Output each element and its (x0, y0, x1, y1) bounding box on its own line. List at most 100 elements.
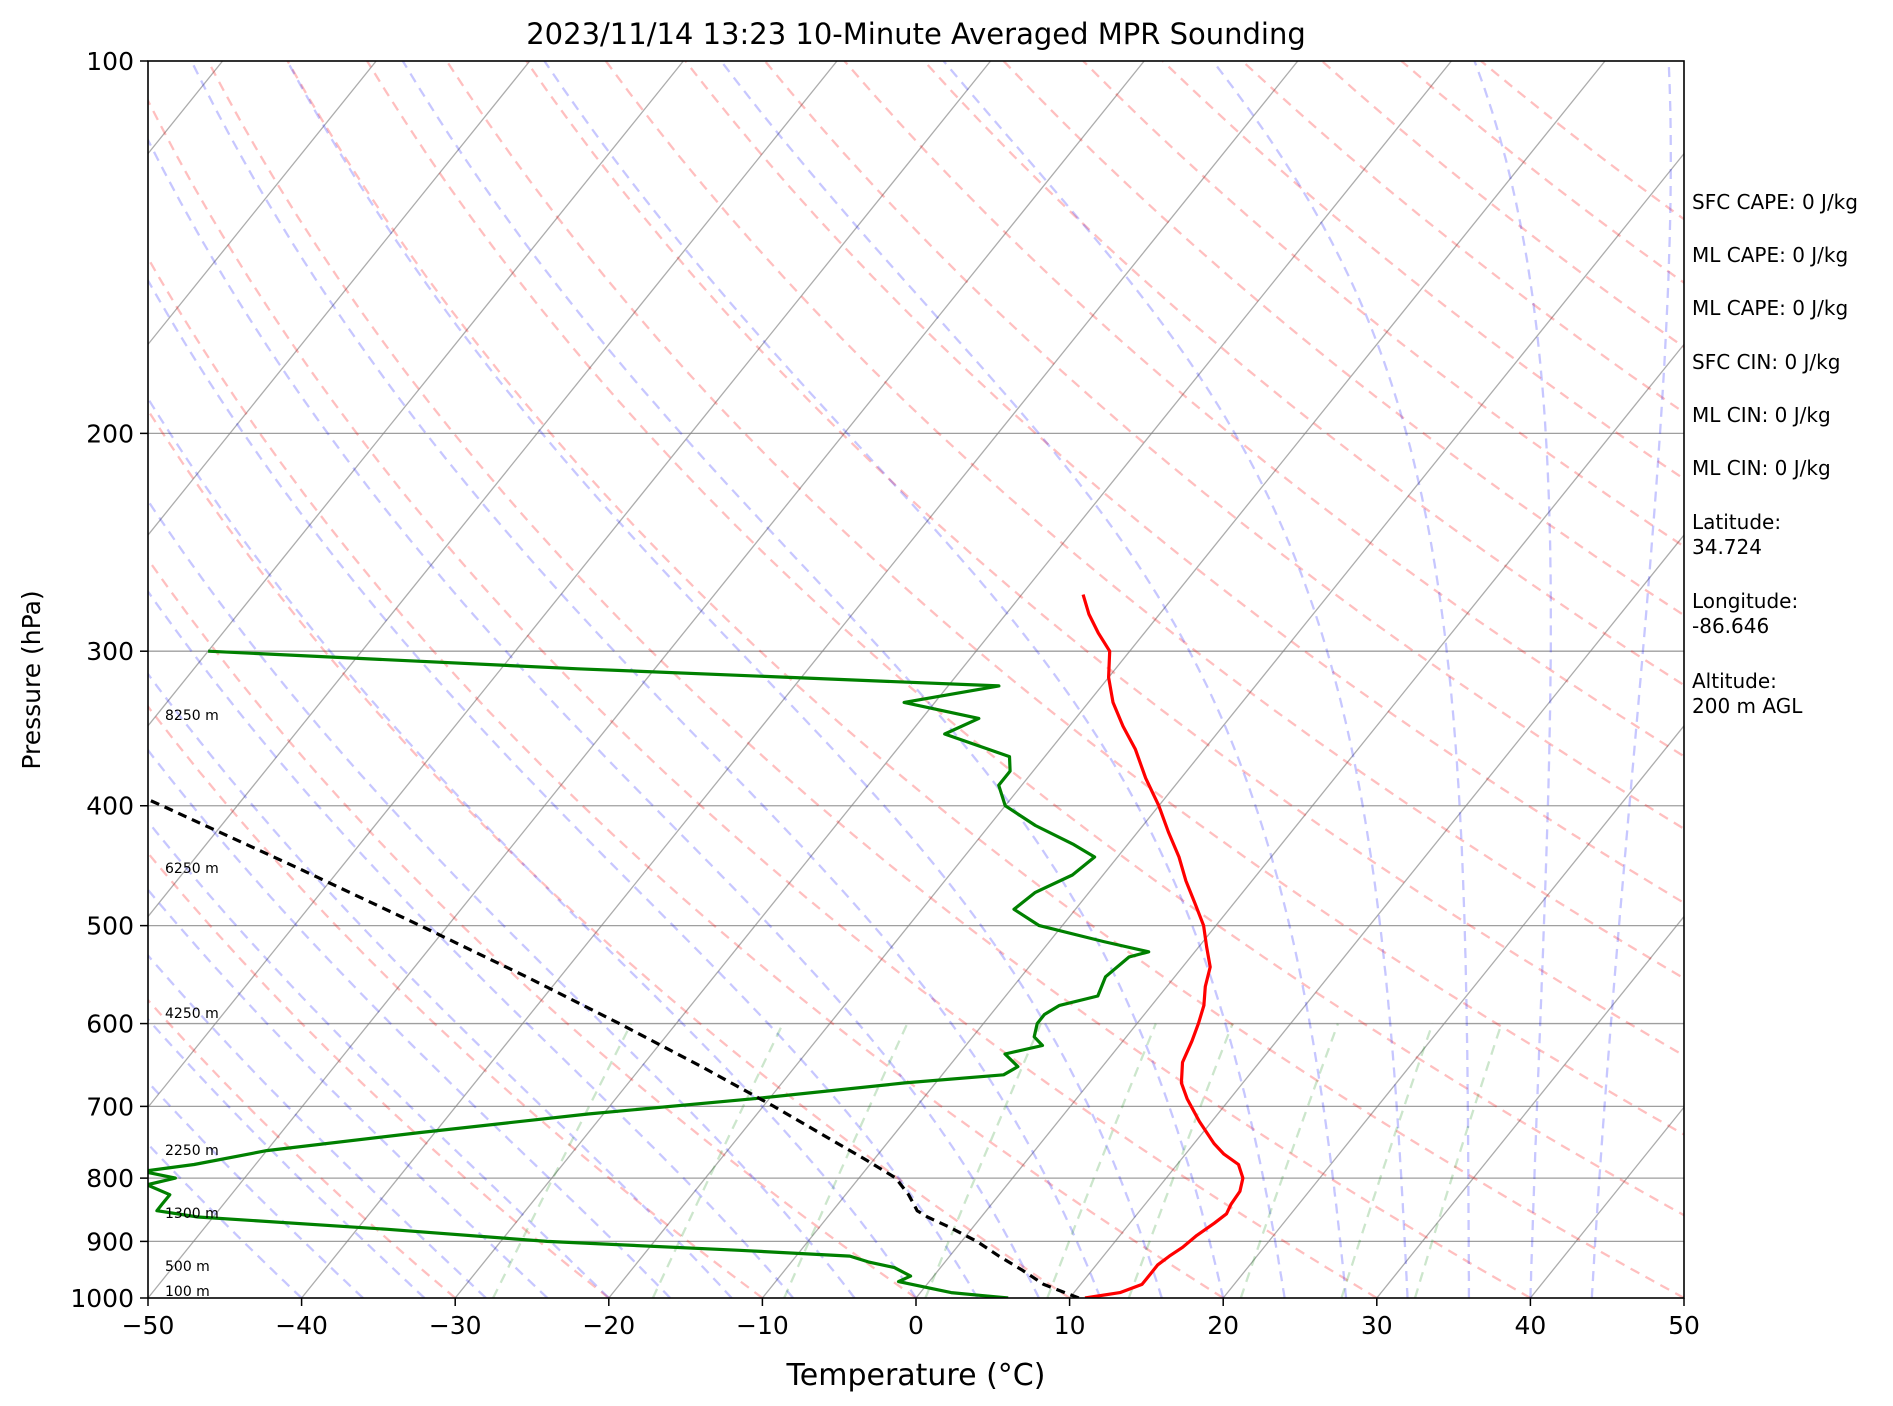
height-label: 2250 m (165, 1143, 219, 1159)
moist-adiabat-line (401, 61, 1225, 1298)
moist-adiabat-line (148, 748, 672, 1298)
height-labels: 8250 m 6250 m 4250 m 2250 m 1300 m 500 m 100 m (165, 708, 219, 1300)
y-tick-label: 100 (86, 47, 134, 76)
moist-adiabat-line (148, 396, 917, 1298)
mixing-ratio-line (1413, 1023, 1503, 1298)
isotherm-line (1069, 534, 1684, 1298)
dry-adiabat-line (206, 61, 1531, 1298)
isotherm-line (915, 343, 1684, 1298)
dewpoint-line (148, 649, 1151, 1298)
background-lines (148, 61, 1684, 1298)
moist-adiabat-line (720, 61, 1348, 1298)
dry-adiabat-line (1082, 61, 1684, 548)
dry-adiabat-line (1241, 61, 1684, 414)
isotherm-line (608, 61, 1606, 1298)
moist-adiabat-line (148, 1080, 364, 1298)
isotherm-line (301, 61, 1299, 1298)
axis-ticks: −50 −40 −30 −20 −10 0 10 20 30 40 50 100 200 300 400 50… (70, 47, 1700, 1340)
moist-adiabat-line (148, 953, 487, 1298)
dry-adiabat-line (148, 557, 917, 1298)
dry-adiabat-line (1321, 61, 1684, 349)
mixing-ratio-line (1127, 1023, 1234, 1298)
dry-adiabat-line (148, 255, 1224, 1298)
height-label: 1300 m (165, 1206, 219, 1222)
dry-adiabat-line (1002, 61, 1684, 617)
height-label: 500 m (165, 1259, 210, 1275)
moist-adiabat-line (148, 1017, 426, 1298)
isotherm-line (148, 61, 531, 537)
isotherm-line (1376, 915, 1684, 1298)
isotherm-line (148, 61, 838, 918)
ml-cin-label: ML CIN: 0 J/kg (1692, 403, 1831, 427)
isotherm-line (148, 61, 992, 1109)
moist-adiabat-line (1590, 61, 1672, 1298)
x-tick-label: 30 (1361, 1311, 1393, 1340)
y-tick-label: 200 (86, 419, 134, 448)
dry-adiabat-line (286, 61, 1684, 1298)
isotherm-line (148, 61, 684, 727)
x-tick-label: 10 (1054, 1311, 1086, 1340)
height-label: 8250 m (165, 708, 219, 724)
height-label: 6250 m (165, 861, 219, 877)
isotherm-line (1222, 724, 1684, 1298)
dry-adiabat-line (148, 704, 764, 1298)
dry-adiabat-line (764, 61, 1684, 831)
dry-adiabat-line (923, 61, 1684, 687)
moist-adiabat-line (286, 61, 1163, 1298)
moist-adiabat-line (1473, 61, 1552, 1298)
latitude-label: Latitude: 34.724 (1692, 510, 1782, 559)
dry-adiabat-line (684, 61, 1684, 905)
data-lines (148, 594, 1245, 1298)
y-tick-label: 900 (86, 1227, 134, 1256)
altitude-label: Altitude: 200 m AGL (1692, 669, 1803, 718)
parcel-line (148, 797, 1080, 1298)
chart-title: 2023/11/14 13:23 10-Minute Averaged MPR … (526, 17, 1306, 51)
y-tick-label: 800 (86, 1164, 134, 1193)
dry-adiabat-line (148, 98, 1378, 1298)
isotherm-line (454, 61, 1452, 1298)
isotherm-line (148, 61, 1145, 1298)
mixing-ratio-line (1239, 1023, 1339, 1298)
moist-adiabat-line (543, 61, 1286, 1298)
x-axis-label: Temperature (°C) (786, 1358, 1046, 1393)
dry-adiabat-line (366, 61, 1684, 1217)
x-tick-label: −40 (275, 1311, 328, 1340)
moist-adiabat-line (148, 137, 1040, 1298)
isotherm-line (761, 152, 1684, 1298)
moist-adiabat-line (942, 61, 1409, 1298)
x-tick-label: −50 (122, 1311, 175, 1340)
dry-adiabat-line (525, 61, 1684, 1057)
ml-cape-label: ML CAPE: 0 J/kg (1692, 243, 1849, 267)
y-tick-label: 700 (86, 1092, 134, 1121)
dry-adiabat-line (843, 61, 1684, 758)
temperature-line (1081, 594, 1245, 1298)
mixing-ratio-line (783, 1023, 909, 1298)
x-tick-label: −20 (582, 1311, 635, 1340)
dry-adiabat-line (148, 408, 1071, 1298)
moist-adiabat-line (148, 278, 979, 1298)
mixing-ratio-line (924, 1023, 1042, 1298)
mixing-ratio-line (492, 1023, 633, 1298)
x-tick-label: 20 (1207, 1311, 1239, 1340)
sfc-cape-label: SFC CAPE: 0 J/kg (1692, 190, 1858, 214)
moist-adiabat-line (1211, 61, 1471, 1298)
ml-cape-label-2: ML CAPE: 0 J/kg (1692, 296, 1849, 320)
mixing-ratio-line (1340, 1023, 1434, 1298)
dry-adiabat-line (445, 61, 1684, 1136)
moist-adiabat-line (148, 819, 610, 1298)
x-tick-label: 40 (1514, 1311, 1546, 1340)
mixing-ratio-line (1046, 1023, 1157, 1298)
y-tick-label: 600 (86, 1010, 134, 1039)
y-axis-label: Pressure (hPa) (17, 590, 46, 769)
longitude-label: Longitude: -86.646 (1692, 589, 1799, 638)
moist-adiabat-line (148, 498, 856, 1298)
x-tick-label: 50 (1668, 1311, 1700, 1340)
x-tick-label: 0 (908, 1311, 924, 1340)
height-label: 4250 m (165, 1006, 219, 1022)
moist-adiabat-line (148, 589, 794, 1298)
dry-adiabat-line (148, 851, 610, 1298)
moist-adiabat-line (148, 1142, 303, 1298)
ml-cin-label-2: ML CIN: 0 J/kg (1692, 456, 1831, 480)
